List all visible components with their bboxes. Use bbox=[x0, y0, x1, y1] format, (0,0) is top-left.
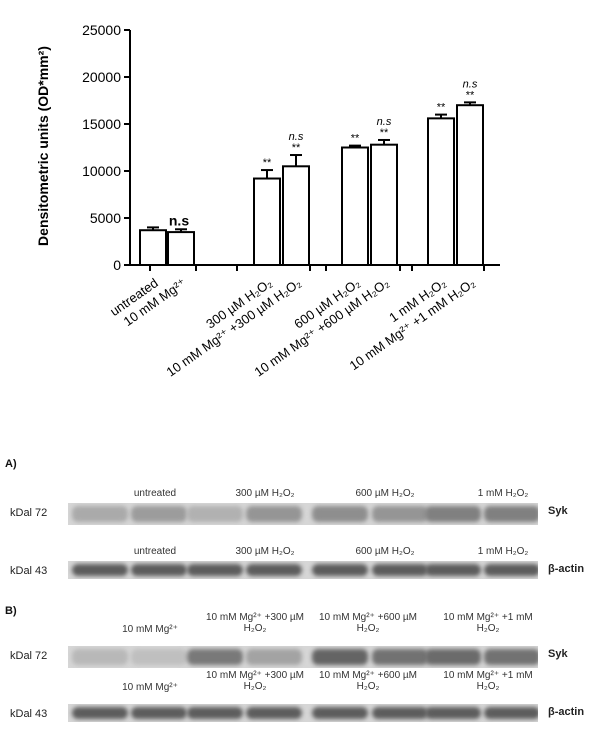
significance-label: ** bbox=[437, 102, 446, 114]
lane-group-label: 10 mM Mg²⁺ bbox=[122, 624, 178, 635]
lane-group-label: 10 mM Mg²⁺ +300 µM H₂O₂ bbox=[205, 670, 304, 692]
blot-strip bbox=[68, 646, 538, 668]
blot-band bbox=[187, 649, 243, 665]
protein-label: Syk bbox=[548, 505, 568, 517]
lane-group-label: 600 µM H₂O₂ bbox=[355, 488, 415, 499]
bar bbox=[167, 231, 195, 267]
lane-group-label: 1 mM H₂O₂ bbox=[477, 546, 529, 557]
blot-band bbox=[312, 649, 368, 665]
blot-band bbox=[246, 707, 302, 719]
blot-band bbox=[131, 707, 187, 719]
blot-band bbox=[484, 506, 538, 522]
blot-band bbox=[484, 707, 538, 719]
blot-band bbox=[72, 649, 128, 665]
blot-band bbox=[187, 506, 243, 522]
x-tick-label: 10 mM Mg²⁺ +300 µM H₂O₂ bbox=[164, 275, 304, 379]
lane-group-label: 10 mM Mg²⁺ +600 µM H₂O₂ bbox=[318, 612, 417, 634]
blot-band bbox=[72, 564, 128, 576]
blot-band bbox=[425, 506, 481, 522]
kda-label: kDal 72 bbox=[10, 507, 48, 519]
bar bbox=[341, 146, 369, 266]
bar bbox=[282, 165, 310, 266]
y-tick-label: 5000 bbox=[90, 210, 121, 226]
kda-label: kDal 43 bbox=[10, 708, 48, 720]
bar bbox=[139, 229, 167, 266]
significance-label: n.s bbox=[463, 78, 478, 90]
blot-band bbox=[425, 564, 481, 576]
y-tick-label: 0 bbox=[113, 257, 121, 273]
significance-label: ** bbox=[466, 89, 475, 101]
blot-band bbox=[72, 707, 128, 719]
blot-band bbox=[372, 649, 428, 665]
protein-label: β-actin bbox=[548, 563, 585, 575]
blot-band bbox=[131, 649, 187, 665]
blot-band bbox=[72, 506, 128, 522]
blot-band bbox=[312, 564, 368, 576]
blot-band bbox=[246, 649, 302, 665]
bars: n.s****n.s ** **n.s****n.s bbox=[139, 78, 484, 267]
lane-group-label: 300 µM H₂O₂ bbox=[235, 488, 295, 499]
blot-band bbox=[187, 707, 243, 719]
protein-label: Syk bbox=[548, 648, 568, 660]
bar bbox=[456, 104, 484, 266]
lane-group-label: 10 mM Mg²⁺ +600 µM H₂O₂ bbox=[318, 670, 417, 692]
lane-group-label: 10 mM Mg²⁺ +1 mM H₂O₂ bbox=[443, 670, 533, 692]
blot-strip bbox=[68, 704, 538, 722]
y-tick-label: 10000 bbox=[82, 163, 121, 179]
kda-label: kDal 72 bbox=[10, 650, 48, 662]
bar bbox=[253, 177, 281, 267]
panel-a-label: A) bbox=[5, 458, 17, 470]
blot-band bbox=[372, 564, 428, 576]
bar bbox=[370, 143, 398, 266]
blot-band bbox=[246, 564, 302, 576]
y-tick-label: 25000 bbox=[82, 22, 121, 38]
y-tick-label: 20000 bbox=[82, 69, 121, 85]
blot-band bbox=[312, 506, 368, 522]
significance-label: ** bbox=[263, 157, 272, 169]
significance-label: n.s bbox=[289, 131, 304, 143]
protein-label: β-actin bbox=[548, 706, 585, 718]
blot-band bbox=[372, 707, 428, 719]
significance-label: ** bbox=[380, 127, 389, 139]
lane-group-label: 600 µM H₂O₂ bbox=[355, 546, 415, 557]
blot-band bbox=[372, 506, 428, 522]
lane-group-label: untreated bbox=[133, 546, 177, 557]
significance-label: n.s bbox=[169, 212, 189, 228]
lane-group-label: 10 mM Mg²⁺ +1 mM H₂O₂ bbox=[443, 612, 533, 634]
blot-band bbox=[425, 649, 481, 665]
blot-band bbox=[484, 564, 538, 576]
kda-label: kDal 43 bbox=[10, 565, 48, 577]
lane-group-label: 1 mM H₂O₂ bbox=[477, 488, 529, 499]
blot-band bbox=[246, 506, 302, 522]
lane-group-label: untreated bbox=[133, 488, 177, 499]
bar bbox=[427, 117, 455, 266]
blot-band bbox=[131, 506, 187, 522]
blot-band bbox=[484, 649, 538, 665]
panel-b-label: B) bbox=[5, 605, 17, 617]
y-tick-label: 15000 bbox=[82, 116, 121, 132]
blot-band bbox=[425, 707, 481, 719]
lane-group-label: 10 mM Mg²⁺ +300 µM H₂O₂ bbox=[205, 612, 304, 634]
significance-label: n.s bbox=[377, 116, 392, 128]
lane-group-label: 10 mM Mg²⁺ bbox=[122, 682, 178, 693]
blot-band bbox=[312, 707, 368, 719]
significance-label: ** bbox=[351, 133, 360, 145]
blot-band bbox=[187, 564, 243, 576]
y-axis-label: Densitometric units (OD*mm²) bbox=[35, 46, 51, 246]
lane-group-label: 300 µM H₂O₂ bbox=[235, 546, 295, 557]
blot-strip bbox=[68, 561, 538, 579]
significance-label: ** bbox=[292, 142, 301, 154]
blot-band bbox=[131, 564, 187, 576]
blot-strip bbox=[68, 503, 538, 525]
